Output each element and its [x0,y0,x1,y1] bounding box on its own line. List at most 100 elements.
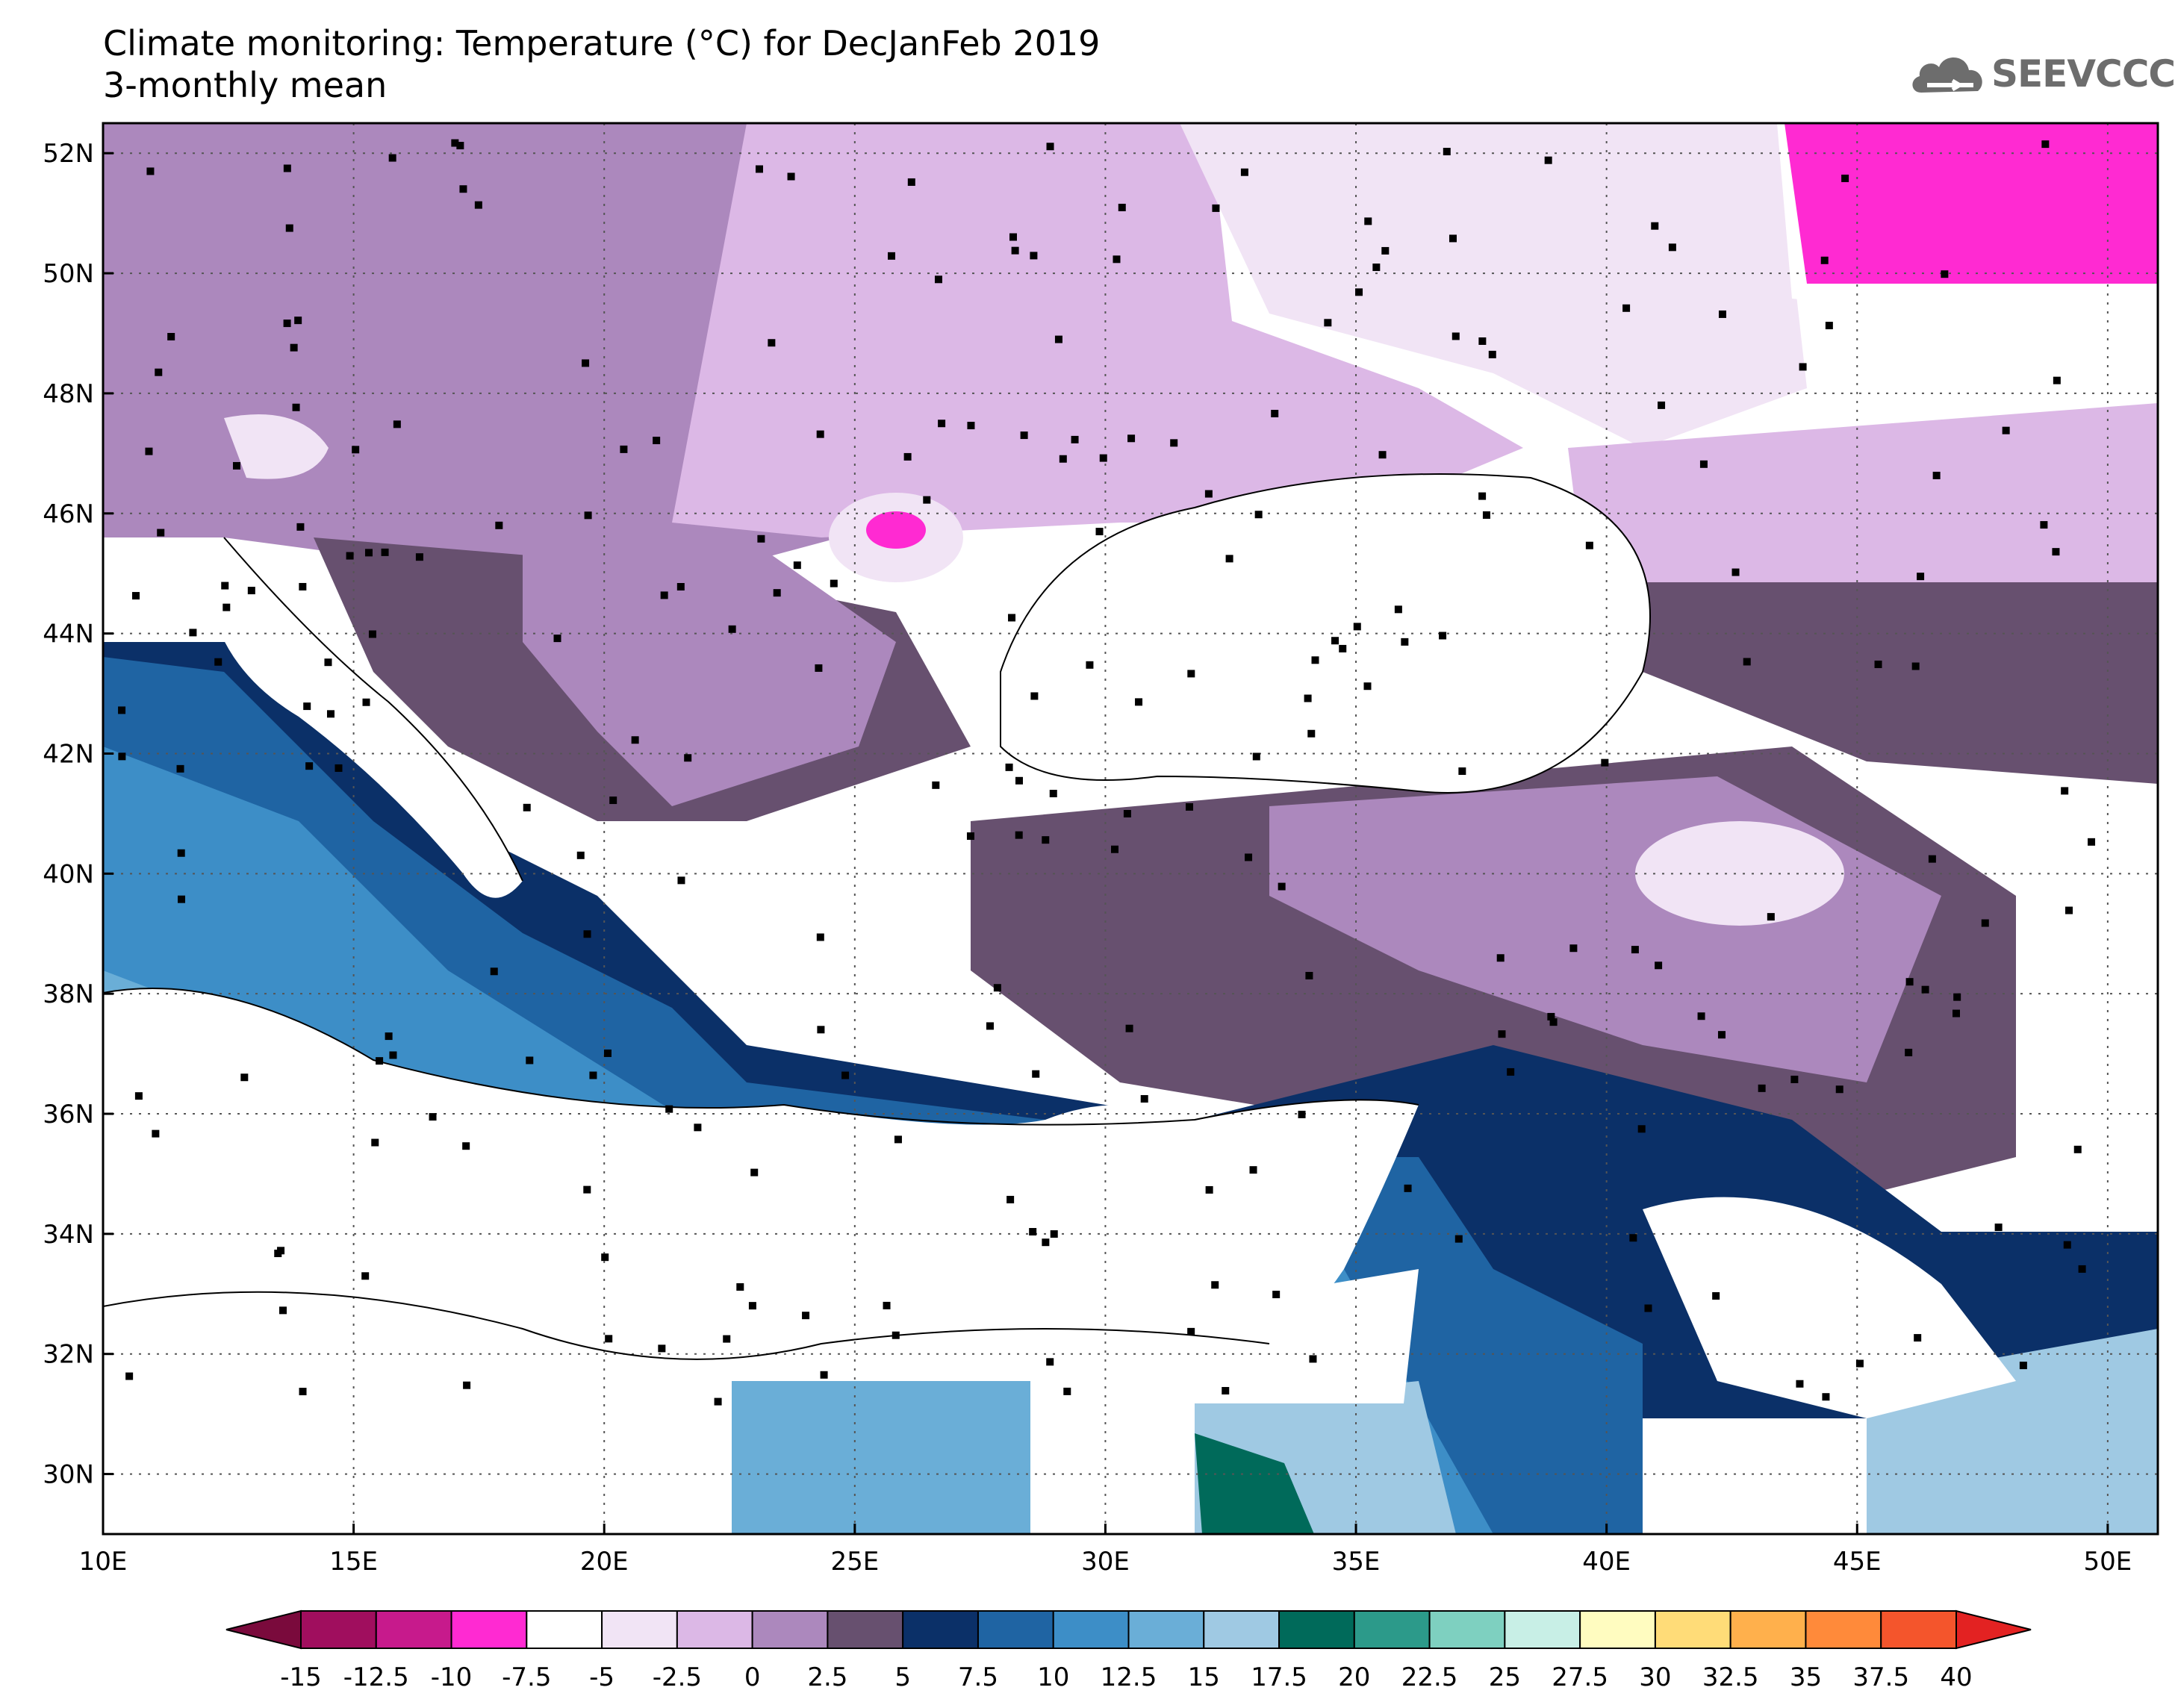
colorbar-level-label: -15 [280,1662,322,1692]
station-marker [1496,954,1505,962]
station-marker [1111,845,1119,853]
station-marker [923,496,931,504]
station-marker [1404,1184,1412,1192]
station-marker [1225,555,1233,563]
title-line-1: Climate monitoring: Temperature (°C) for… [103,23,1101,63]
station-marker [1743,658,1751,666]
station-marker [1222,1386,1230,1394]
station-marker [1272,1291,1281,1299]
station-marker [907,178,915,186]
colorbar-level-label: 35 [1790,1662,1822,1692]
station-marker [1917,573,1925,581]
station-marker [1298,1110,1306,1118]
station-marker [841,1071,850,1079]
station-marker [1113,255,1121,264]
station-marker [1622,304,1631,312]
station-marker [1240,168,1248,176]
station-marker [714,1397,722,1406]
station-marker [1005,763,1013,771]
station-marker [773,589,781,597]
station-marker [324,658,332,667]
station-marker [815,664,823,672]
station-marker [665,1105,673,1113]
station-marker [1355,288,1363,296]
station-marker [1549,1018,1558,1026]
station-marker [1205,1185,1213,1194]
station-marker [1304,694,1312,702]
colorbar-level-label: 15 [1188,1662,1220,1692]
seevccc-logo: SEEVCCC [1908,46,2175,106]
colorbar-level-label: 5 [894,1662,911,1692]
station-marker [1841,174,1849,182]
logo-text: SEEVCCC [1991,52,2175,96]
station-marker [145,447,153,455]
station-marker [299,1388,307,1396]
station-marker [376,1057,384,1065]
station-marker [362,698,370,706]
colorbar-swatch [977,1610,1054,1649]
station-marker [1324,319,1332,327]
map-title: Climate monitoring: Temperature (°C) for… [103,22,1100,106]
station-marker [1952,1009,1961,1017]
north-africa-no-data [103,1306,1195,1534]
station-marker [146,167,155,175]
station-marker [463,1381,471,1389]
station-marker [1905,1048,1913,1056]
colorbar-swatch [1654,1610,1731,1649]
station-marker [296,523,305,531]
station-marker [1305,971,1313,979]
station-marker [1631,946,1639,954]
colorbar-level-label: -12.5 [343,1662,409,1692]
colorbar-swatch [1729,1610,1807,1649]
station-marker [274,1250,282,1258]
colorbar-level-label: -5 [589,1662,614,1692]
station-marker [155,368,163,376]
station-marker [1364,217,1372,225]
station-marker [1439,632,1447,640]
colorbar-level-label: 37.5 [1852,1662,1909,1692]
station-marker [903,452,912,461]
station-marker [2019,1362,2027,1370]
lon-tick-label: 35E [1332,1547,1381,1577]
adriatic-sea [209,537,523,898]
station-marker [1544,156,1552,164]
station-marker [887,252,895,260]
station-marker [361,1272,370,1280]
map-frame [102,122,2159,1536]
station-marker [157,529,165,537]
station-marker [1099,454,1107,462]
station-marker [283,320,291,328]
station-marker [967,422,975,430]
station-marker [553,635,561,643]
colorbar-level-label: 32.5 [1702,1662,1759,1692]
colorbar-swatch [676,1610,753,1649]
station-marker [247,587,255,595]
levant-coast-gap [1195,1269,1419,1403]
station-marker [620,445,628,453]
station-marker [1644,1304,1652,1312]
station-marker [603,1049,612,1057]
colorbar-level-label: 17.5 [1251,1662,1307,1692]
station-marker [1071,435,1079,443]
station-marker [490,967,498,976]
station-marker [583,1185,591,1194]
lat-tick-label: 34N [43,1220,94,1250]
station-marker [415,553,423,561]
station-marker [817,1026,825,1034]
lon-tick-label: 30E [1081,1547,1130,1577]
station-marker [1697,1012,1705,1020]
station-marker [1637,1125,1646,1133]
region-neg10-neg7.5 [1785,123,2158,284]
station-marker [1372,264,1381,272]
station-marker [1170,439,1178,447]
station-marker [1015,831,1023,839]
station-marker [768,339,776,347]
station-marker [2040,521,2048,529]
station-marker [723,1335,731,1343]
station-marker [2065,906,2073,914]
station-marker [299,582,307,590]
station-marker [676,582,685,590]
station-marker [1953,993,1961,1001]
colorbar-level-label: 40 [1940,1662,1972,1692]
region-sinai-warm [1195,1433,1314,1534]
